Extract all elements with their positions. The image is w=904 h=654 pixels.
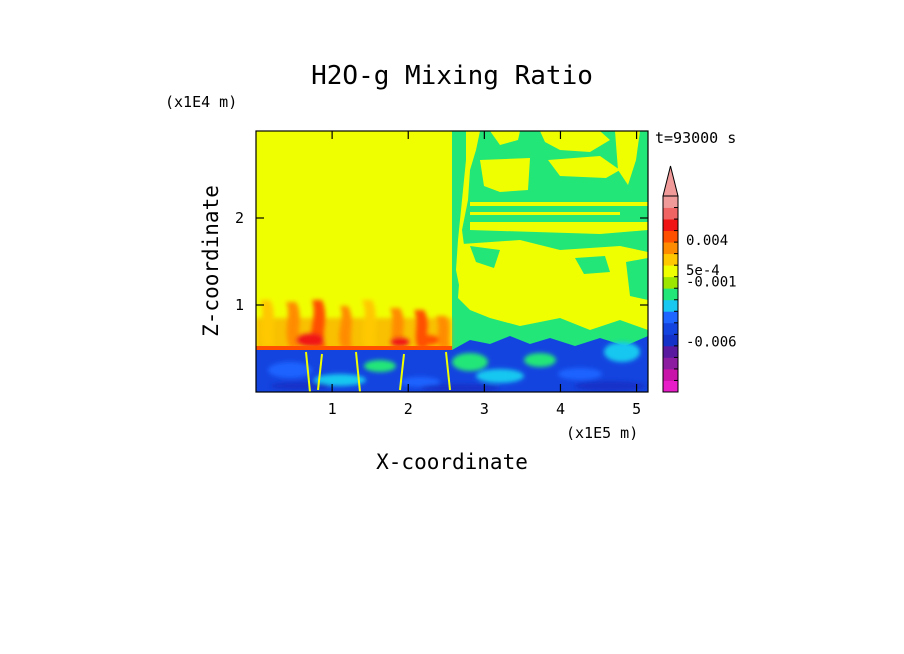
x-unit-label: (x1E5 m)	[566, 424, 638, 442]
colorbar-swatch	[663, 368, 678, 381]
x-tick-label: 5	[632, 400, 641, 418]
colorbar-swatch	[663, 253, 678, 266]
y-axis-ticks: 12	[235, 209, 648, 314]
y-tick-label: 1	[235, 296, 244, 314]
colorbar-swatch	[663, 380, 678, 393]
x-axis-title: X-coordinate	[376, 450, 528, 474]
x-tick-label: 4	[556, 400, 565, 418]
x-tick-label: 2	[404, 400, 413, 418]
colorbar-label: 5e-4	[686, 263, 720, 279]
plot-frame	[255, 130, 649, 393]
colorbar-swatch	[663, 207, 678, 220]
chart-title: H2O-g Mixing Ratio	[311, 61, 593, 91]
left-plume-region	[256, 300, 452, 350]
colorbar-swatch	[663, 334, 678, 347]
colorbar-extend-arrow	[662, 165, 679, 197]
colorbar-swatch	[663, 242, 678, 255]
time-label: t=93000 s	[655, 129, 736, 147]
colorbar-swatch	[663, 276, 678, 289]
colorbar-label: 0.004	[686, 233, 728, 249]
y-unit-label: (x1E4 m)	[165, 93, 237, 111]
colorbar: 0.004 5e-4-0.001 -0.006	[662, 165, 737, 393]
colorbar-swatch	[663, 230, 678, 243]
colorbar-swatch	[663, 299, 678, 312]
x-axis-ticks: 1 2 3 4 5	[328, 131, 641, 418]
colorbar-label: -0.006	[686, 334, 737, 350]
colorbar-frame	[662, 195, 679, 393]
colorbar-swatch	[663, 288, 678, 301]
x-tick-label: 1	[328, 400, 337, 418]
right-mixed-region	[452, 131, 648, 356]
colorbar-swatch	[663, 265, 678, 278]
x-tick-label: 3	[480, 400, 489, 418]
contour-field	[256, 131, 648, 392]
colorbar-label: -0.001	[686, 274, 737, 290]
colorbar-swatch	[663, 311, 678, 324]
colorbar-swatch	[663, 196, 678, 208]
y-axis-title: Z-coordinate	[199, 185, 223, 337]
colorbar-swatch	[663, 219, 678, 231]
boundary-layer-region	[256, 336, 648, 392]
colorbar-swatch	[663, 357, 678, 370]
colorbar-swatch	[663, 322, 678, 335]
y-tick-label: 2	[235, 209, 244, 227]
colorbar-swatch	[663, 345, 678, 358]
